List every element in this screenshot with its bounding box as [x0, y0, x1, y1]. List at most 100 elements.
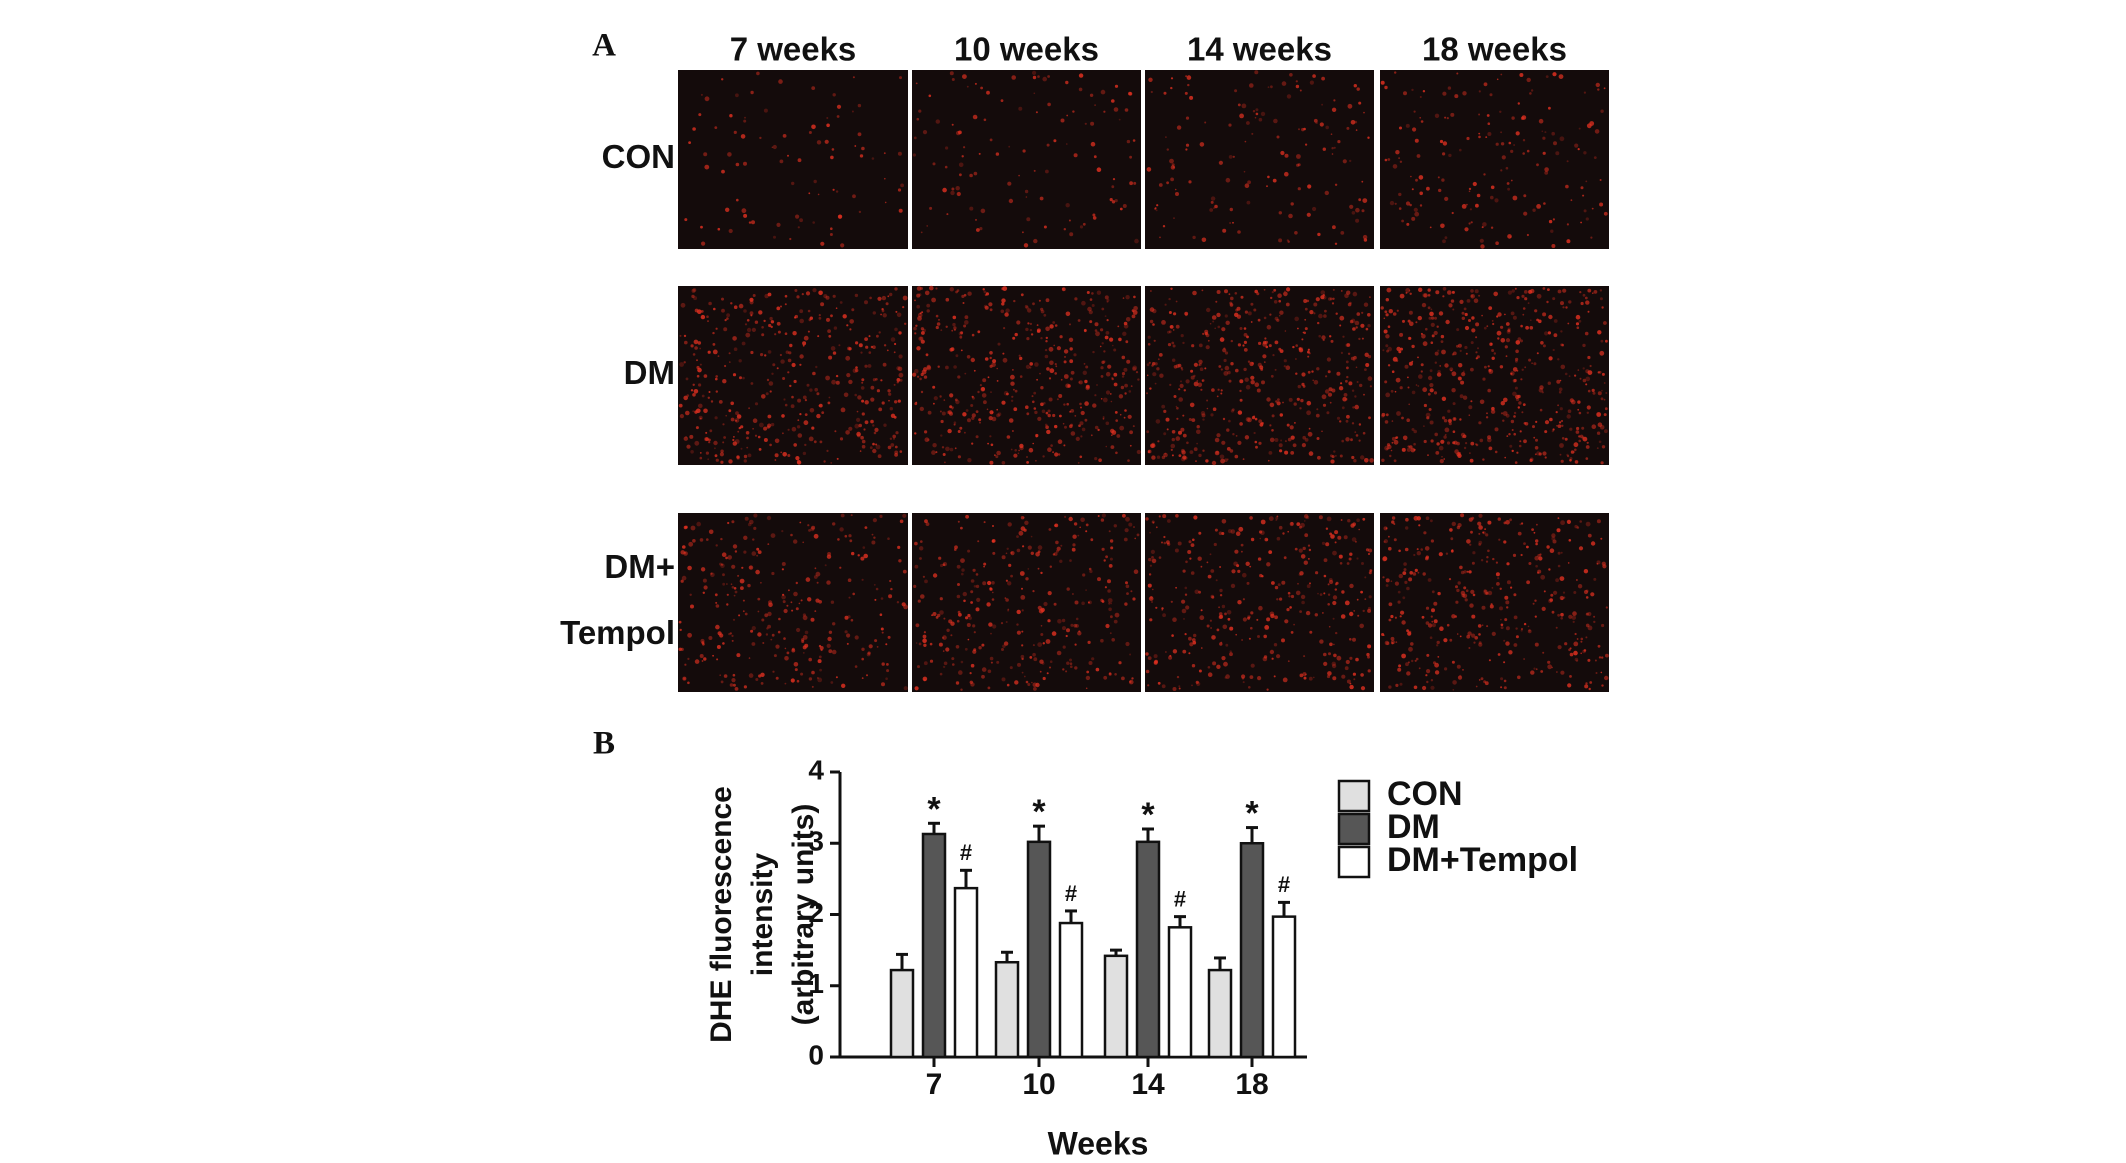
- speckle: [1411, 344, 1415, 349]
- speckle: [760, 581, 762, 584]
- speckle: [1043, 225, 1047, 229]
- speckle: [1161, 455, 1166, 460]
- speckle: [979, 384, 983, 387]
- speckle: [1249, 565, 1252, 568]
- speckle: [1071, 547, 1076, 552]
- speckle: [1500, 73, 1503, 76]
- speckle: [989, 138, 993, 142]
- speckle: [1540, 574, 1546, 580]
- speckle: [1295, 372, 1298, 375]
- speckle: [1317, 232, 1321, 237]
- speckle: [983, 521, 986, 524]
- speckle: [1594, 659, 1597, 662]
- speckle: [1123, 537, 1128, 542]
- speckle: [1578, 435, 1581, 438]
- speckle: [1019, 445, 1024, 451]
- speckle: [1152, 522, 1155, 524]
- speckle: [1506, 329, 1511, 334]
- speckle: [1583, 589, 1589, 595]
- speckle: [1294, 231, 1298, 235]
- speckle: [683, 436, 688, 441]
- speckle: [1128, 91, 1132, 96]
- speckle: [1427, 578, 1432, 582]
- speckle: [1462, 91, 1467, 96]
- speckle: [1278, 525, 1283, 530]
- speckle: [774, 438, 780, 444]
- speckle: [1287, 240, 1290, 243]
- speckle: [1551, 536, 1556, 541]
- speckle: [967, 418, 971, 423]
- speckle: [1380, 80, 1385, 85]
- speckle: [1308, 451, 1314, 456]
- speckle: [743, 161, 747, 166]
- speckle: [1108, 607, 1112, 612]
- speckle: [1475, 443, 1479, 447]
- speckle: [952, 322, 956, 327]
- speckle: [718, 400, 723, 404]
- speckle: [766, 378, 770, 382]
- speckle: [1519, 73, 1524, 77]
- speckle: [1032, 682, 1038, 688]
- speckle: [1244, 140, 1247, 143]
- speckle: [1293, 623, 1295, 626]
- speckle: [820, 241, 825, 246]
- speckle: [1301, 338, 1304, 341]
- speckle: [1340, 351, 1343, 354]
- speckle: [1010, 551, 1015, 556]
- speckle: [1582, 649, 1586, 654]
- speckle: [1008, 198, 1014, 204]
- speckle: [698, 383, 702, 387]
- speckle: [764, 613, 769, 618]
- speckle: [953, 421, 957, 425]
- speckle: [1395, 641, 1398, 643]
- speckle: [846, 633, 851, 638]
- speckle: [1415, 657, 1419, 661]
- speckle: [1161, 404, 1166, 409]
- speckle: [847, 578, 852, 582]
- speckle: [974, 82, 977, 85]
- speckle: [796, 460, 802, 465]
- speckle: [1244, 310, 1248, 314]
- speckle: [1106, 300, 1109, 303]
- speckle: [1489, 604, 1494, 609]
- speckle: [1230, 583, 1236, 589]
- speckle: [753, 513, 758, 518]
- speckle: [1395, 377, 1401, 383]
- speckle: [955, 681, 960, 685]
- speckle: [1344, 600, 1350, 606]
- speckle: [971, 395, 974, 398]
- speckle: [1211, 388, 1215, 392]
- speckle: [807, 597, 812, 602]
- speckle: [1256, 388, 1261, 393]
- speckle: [756, 554, 758, 557]
- speckle: [827, 329, 831, 333]
- speckle: [1505, 413, 1510, 418]
- speckle: [986, 602, 991, 607]
- speckle: [756, 71, 760, 76]
- speckle: [1207, 666, 1211, 669]
- speckle: [1386, 641, 1390, 646]
- speckle: [1212, 320, 1215, 323]
- speckle: [1346, 126, 1350, 130]
- speckle: [1036, 378, 1038, 381]
- speckle: [793, 443, 797, 447]
- speckle: [818, 600, 822, 604]
- speckle: [939, 395, 942, 398]
- speckle: [938, 319, 940, 321]
- speckle: [1585, 300, 1590, 305]
- speckle: [1574, 524, 1578, 529]
- speckle: [960, 349, 963, 352]
- speckle: [1360, 323, 1365, 328]
- speckle: [716, 645, 721, 649]
- speckle: [1219, 566, 1222, 568]
- speckle: [980, 387, 986, 392]
- speckle: [1115, 419, 1118, 422]
- speckle: [1559, 136, 1565, 142]
- micrograph: [912, 70, 1141, 249]
- speckle: [952, 315, 957, 320]
- speckle: [1456, 525, 1461, 530]
- speckle: [921, 331, 925, 335]
- speckle: [1118, 394, 1124, 399]
- speckle: [1123, 324, 1129, 329]
- speckle: [1046, 143, 1050, 147]
